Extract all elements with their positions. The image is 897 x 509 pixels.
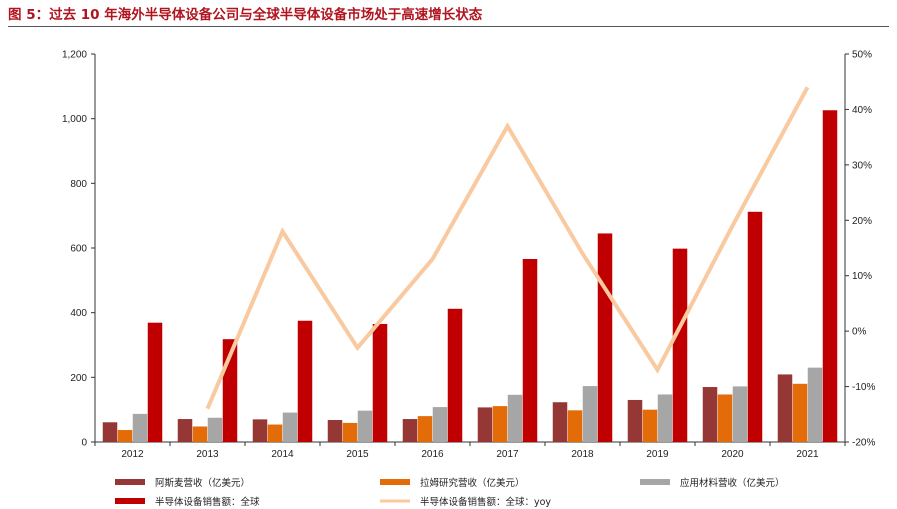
bar (357, 410, 373, 442)
y-left-tick-label: 600 (70, 244, 87, 255)
x-tick-label: 2019 (646, 449, 669, 460)
x-tick-label: 2013 (196, 449, 219, 460)
bar (747, 211, 763, 442)
bar (147, 322, 163, 442)
line-layer (205, 86, 810, 410)
y-left-tick-label: 800 (70, 179, 87, 190)
bar (207, 417, 223, 442)
y-right-tick-label: -10% (852, 382, 875, 393)
bar (432, 407, 448, 442)
legend-label: 半导体设备销售额：全球 (155, 496, 260, 508)
y-left-tick-label: 1,000 (62, 114, 87, 125)
title-divider (8, 26, 889, 27)
bar (627, 399, 643, 442)
legend-label: 阿斯麦营收（亿美元） (155, 477, 250, 489)
bar (552, 402, 568, 442)
y-right-tick-label: 0% (852, 327, 867, 338)
bar (192, 426, 208, 442)
y-left-tick-label: 0 (81, 438, 87, 449)
y-right-tick-label: -20% (852, 438, 875, 449)
bar (282, 412, 298, 442)
bar (522, 258, 538, 442)
chart-axes: 0 200 400 600 800 1,000 1,200 -20% -10% 0% 10% 20% 3… (62, 50, 875, 461)
y-right-tick-label: 30% (852, 160, 872, 171)
bar (477, 407, 493, 442)
bar (792, 383, 808, 442)
y-left-tick-label: 400 (70, 308, 87, 319)
bar (672, 248, 688, 442)
bar (327, 420, 343, 442)
bar (417, 416, 433, 442)
y-right-tick-label: 50% (852, 50, 872, 61)
bar (252, 419, 268, 442)
bar (597, 233, 613, 442)
y-left-tick-label: 200 (70, 373, 87, 384)
bar (372, 323, 388, 442)
bar (297, 320, 313, 442)
y-right-tick-label: 10% (852, 271, 872, 282)
bar (567, 410, 583, 442)
x-tick-label: 2014 (271, 449, 294, 460)
bar (267, 424, 283, 442)
x-tick-label: 2016 (421, 449, 444, 460)
legend-swatch (115, 498, 145, 504)
legend-label: 半导体设备销售额：全球：yoy (420, 496, 551, 508)
bar (507, 394, 523, 442)
figure-title: 图 5：过去 10 年海外半导体设备公司与全球半导体设备市场处于高速增长状态 (8, 7, 483, 23)
legend-swatch (115, 479, 145, 485)
x-tick-label: 2015 (346, 449, 369, 460)
bar (777, 374, 793, 442)
bar (822, 110, 838, 442)
bar (447, 308, 463, 442)
y-right-tick-label: 20% (852, 216, 872, 227)
bar (717, 394, 733, 442)
x-tick-label: 2021 (796, 449, 819, 460)
y-right-tick-label: 40% (852, 105, 872, 116)
bar (582, 386, 598, 442)
x-tick-label: 2018 (571, 449, 594, 460)
bar (492, 406, 508, 442)
bar (342, 422, 358, 442)
bar (807, 367, 823, 442)
legend: 阿斯麦营收（亿美元） 拉姆研究营收（亿美元） 应用材料营收（亿美元） 半导体设备销售额… (115, 477, 785, 508)
legend-swatch (380, 479, 410, 485)
yoy-line (205, 86, 810, 410)
bar (402, 419, 418, 442)
x-tick-label: 2020 (721, 449, 744, 460)
bar (117, 430, 133, 442)
legend-swatch (640, 479, 670, 485)
bar (132, 413, 148, 442)
x-tick-label: 2017 (496, 449, 519, 460)
legend-label: 应用材料营收（亿美元） (680, 477, 785, 489)
bar (177, 419, 193, 442)
y-left-tick-label: 1,200 (62, 50, 87, 61)
bar (732, 386, 748, 442)
bar (657, 394, 673, 442)
x-tick-label: 2012 (121, 449, 144, 460)
bar (642, 409, 658, 442)
bar (702, 387, 718, 442)
bar (102, 422, 118, 442)
legend-label: 拉姆研究营收（亿美元） (420, 477, 525, 489)
